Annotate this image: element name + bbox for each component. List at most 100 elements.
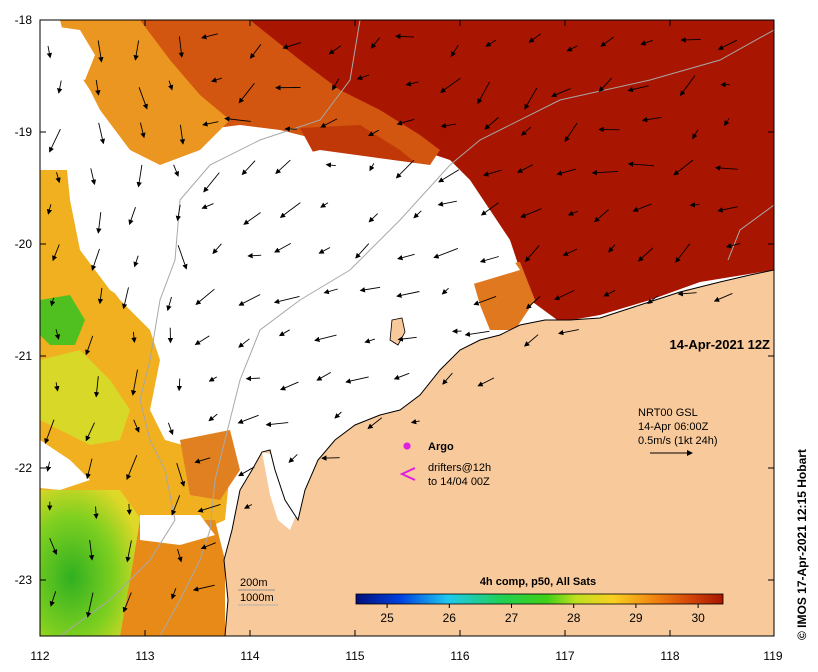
current-vector (54, 329, 61, 340)
current-vector (723, 118, 730, 127)
current-vector (136, 164, 143, 188)
current-vector (641, 116, 662, 123)
current-vector (680, 37, 701, 43)
current-vector (393, 372, 410, 380)
current-vector (139, 122, 146, 139)
colorbar-tick-label: 28 (567, 611, 581, 625)
current-vector (320, 202, 329, 208)
current-vector (405, 81, 419, 87)
current-vector (520, 208, 542, 218)
current-vector (332, 78, 340, 91)
sst-field (40, 20, 774, 636)
current-vector (440, 123, 456, 129)
current-vector (479, 256, 499, 264)
current-vector (131, 331, 137, 343)
current-vector (98, 122, 106, 145)
current-vector (85, 335, 94, 356)
current-vector (368, 213, 379, 223)
current-vector (173, 164, 179, 177)
current-vector (524, 245, 540, 263)
lat-tick-label: -22 (15, 461, 33, 475)
current-vector (516, 164, 534, 173)
current-vector (178, 36, 184, 58)
current-vector (55, 172, 61, 184)
current-vector (175, 204, 182, 222)
current-vector (395, 33, 415, 40)
colorbar-gradient (355, 593, 724, 605)
current-vector (320, 118, 338, 128)
current-vector (370, 37, 381, 49)
current-vector (274, 243, 292, 253)
axis-ticks (39, 19, 775, 636)
current-vector (97, 40, 104, 63)
plot-frame (39, 19, 775, 637)
current-vector (562, 248, 578, 256)
current-vector (50, 297, 56, 307)
current-vector (677, 291, 697, 297)
current-vector (632, 203, 652, 212)
lat-tick-label: -19 (15, 125, 33, 139)
current-vector (608, 244, 616, 253)
current-vector (477, 81, 491, 105)
current-vector (167, 422, 174, 436)
current-vector (600, 36, 614, 47)
current-vector (126, 503, 132, 516)
current-vector (316, 372, 332, 381)
current-vector (86, 592, 94, 618)
current-vector (397, 253, 415, 261)
current-vector (528, 33, 541, 43)
current-info: NRT00 GSL 14-Apr 06:00Z 0.5m/s (1kt 24h) (638, 407, 717, 456)
current-vector (238, 338, 250, 348)
lat-tick-label: -20 (15, 237, 33, 251)
current-vector (450, 45, 459, 57)
current-vector (247, 253, 262, 259)
current-vector (603, 289, 616, 297)
model-label: NRT00 GSL (638, 407, 698, 419)
current-vector (647, 295, 659, 305)
current-vector (692, 129, 699, 140)
current-vector (96, 212, 102, 234)
current-vector (195, 288, 215, 305)
argo-legend-marker (403, 442, 411, 450)
current-vector (211, 77, 223, 83)
current-vector (321, 455, 340, 461)
current-vector (396, 291, 420, 298)
current-vector (192, 584, 215, 592)
current-vector (334, 411, 342, 419)
current-vector (49, 538, 58, 556)
current-vector (558, 329, 579, 336)
current-vector (243, 212, 261, 225)
current-vector (93, 376, 100, 398)
current-vector (689, 202, 700, 208)
current-vector (91, 248, 100, 271)
current-vector (46, 204, 53, 215)
current-vector (627, 85, 649, 93)
current-vector (524, 87, 538, 110)
land-mass (224, 270, 774, 636)
credit-label: © IMOS 17-Apr-2021 12:15 Hobart (795, 449, 809, 640)
current-vector (714, 165, 738, 171)
argo-legend-label: Argo (428, 441, 454, 453)
current-vector (54, 382, 60, 392)
current-vector (717, 206, 738, 213)
date-label: 14-Apr-2021 12Z (670, 337, 770, 352)
sst-green-region (40, 490, 145, 636)
current-vector (325, 162, 336, 168)
current-vector (238, 466, 255, 477)
current-vector (441, 287, 449, 295)
current-vector (46, 45, 53, 59)
current-vectors (44, 33, 741, 618)
model-time-label: 14-Apr 06:00Z (638, 421, 709, 433)
current-vector (397, 336, 417, 342)
lon-tick-label: 116 (450, 649, 469, 663)
current-vector (395, 159, 415, 179)
current-vector (554, 289, 575, 301)
current-vector (483, 169, 502, 177)
colorbar-title: 4h comp, p50, All Sats (480, 576, 596, 588)
current-vector (194, 457, 211, 464)
current-vector (717, 39, 738, 50)
current-vector (556, 168, 577, 176)
current-vector (130, 369, 138, 396)
current-vector (201, 203, 214, 210)
